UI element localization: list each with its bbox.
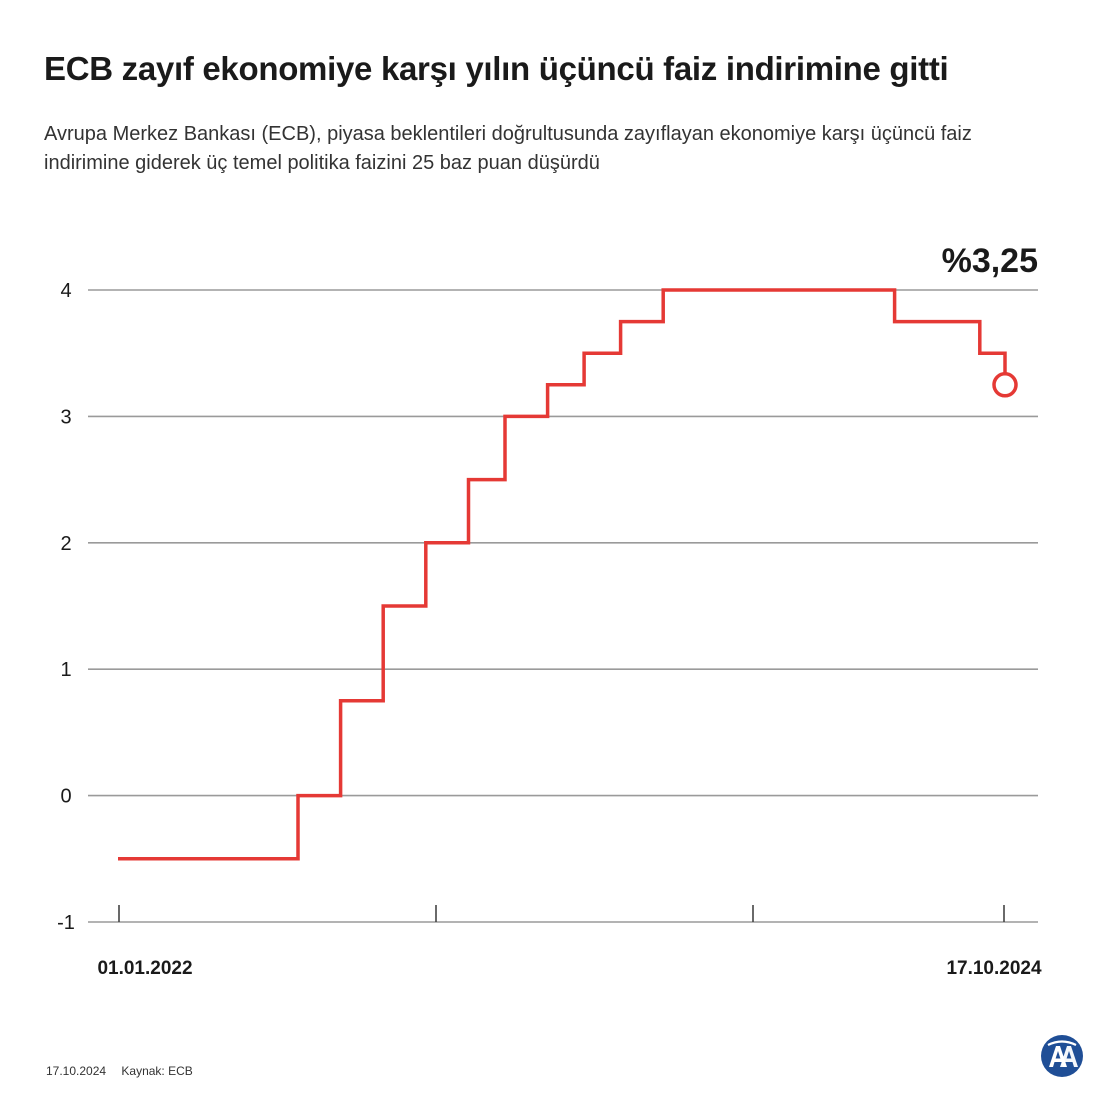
y-tick-label: 3	[60, 406, 71, 428]
y-tick-label: -1	[57, 912, 75, 934]
chart-grid	[88, 289, 1038, 797]
y-tick-label: 0	[60, 786, 71, 808]
y-axis-ticks: 4 3 2 1 0 -1	[57, 280, 75, 934]
footer-date: 17.10.2024	[46, 1064, 107, 1078]
last-point-marker	[992, 372, 1018, 398]
rate-step-line	[118, 288, 1007, 861]
rate-chart: 4 3 2 1 0 -1 01.01.2022 17.10.2024 %3,25	[57, 242, 1042, 979]
y-tick-label: 2	[60, 533, 71, 555]
page-subtitle: Avrupa Merkez Bankası (ECB), piyasa bekl…	[44, 123, 972, 174]
footer-source: Kaynak: ECB	[121, 1064, 193, 1078]
x-end-label: 17.10.2024	[946, 958, 1042, 979]
x-axis	[88, 905, 1038, 923]
y-tick-label: 1	[60, 659, 71, 681]
y-tick-label: 4	[60, 280, 71, 302]
last-value-label: %3,25	[942, 242, 1038, 280]
aa-logo-icon	[1041, 1035, 1083, 1077]
series-layer	[118, 288, 1018, 861]
x-start-label: 01.01.2022	[97, 958, 192, 979]
footer: 17.10.2024 Kaynak: ECB	[46, 1064, 193, 1078]
page-title: ECB zayıf ekonomiye karşı yılın üçüncü f…	[44, 50, 949, 87]
